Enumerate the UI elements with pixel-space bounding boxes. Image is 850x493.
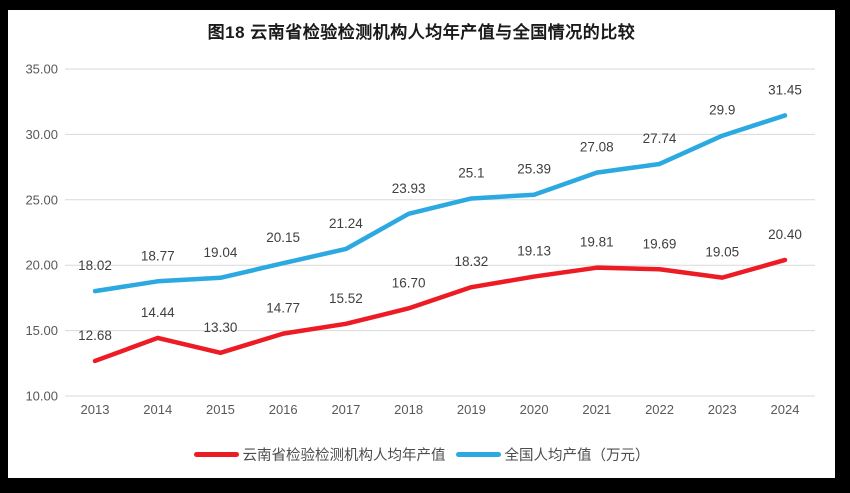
legend-item-yunnan: 云南省检验检测机构人均年产值	[193, 444, 446, 465]
yunnan-series-line	[92, 257, 788, 364]
data-label: 23.93	[392, 181, 426, 196]
data-label: 18.32	[454, 254, 488, 269]
data-label: 19.81	[580, 235, 614, 250]
y-tick-label: 30.00	[25, 127, 58, 142]
x-tick-label: 2013	[81, 402, 110, 417]
y-tick-label: 35.00	[25, 62, 58, 77]
data-label: 20.15	[266, 230, 300, 245]
data-label: 21.24	[329, 216, 363, 231]
data-label: 27.08	[580, 140, 614, 155]
x-tick-label: 2016	[269, 402, 298, 417]
y-tick-label: 10.00	[25, 389, 58, 404]
x-tick-label: 2020	[520, 402, 549, 417]
y-tick-label: 15.00	[25, 323, 58, 338]
data-label: 20.40	[768, 227, 802, 242]
x-tick-label: 2015	[206, 402, 235, 417]
x-tick-label: 2021	[582, 402, 611, 417]
y-tick-label: 25.00	[25, 192, 58, 207]
data-label: 14.77	[266, 301, 300, 316]
y-tick-label: 20.00	[25, 258, 58, 273]
data-label: 19.04	[204, 245, 238, 260]
data-label: 18.77	[141, 248, 175, 263]
data-label: 18.02	[78, 258, 112, 273]
legend-label-yunnan: 云南省检验检测机构人均年产值	[242, 448, 446, 464]
data-label: 19.05	[705, 245, 739, 260]
x-tick-label: 2023	[708, 402, 737, 417]
data-label: 31.45	[768, 82, 802, 97]
data-label: 13.30	[204, 320, 238, 335]
data-label: 25.39	[517, 162, 551, 177]
legend: 云南省检验检测机构人均年产值 全国人均产值（万元）	[8, 444, 835, 465]
data-label: 14.44	[141, 305, 175, 320]
x-tick-label: 2018	[394, 402, 423, 417]
national-series-line	[92, 113, 788, 294]
data-label: 29.9	[709, 103, 735, 118]
x-tick-label: 2019	[457, 402, 486, 417]
x-tick-label: 2014	[143, 402, 172, 417]
legend-item-national: 全国人均产值（万元）	[455, 444, 650, 465]
data-label: 15.52	[329, 291, 363, 306]
data-label: 19.69	[643, 236, 677, 251]
chart-canvas	[8, 10, 835, 478]
x-tick-label: 2022	[645, 402, 674, 417]
national-line-swatch	[455, 452, 501, 457]
x-tick-label: 2024	[771, 402, 800, 417]
data-label: 16.70	[392, 275, 426, 290]
data-label: 25.1	[458, 165, 484, 180]
yunnan-line-swatch	[193, 452, 239, 457]
chart-title: 图18 云南省检验检测机构人均年产值与全国情况的比较	[207, 23, 636, 42]
data-label: 12.68	[78, 328, 112, 343]
legend-label-national: 全国人均产值（万元）	[504, 448, 650, 464]
x-tick-label: 2017	[331, 402, 360, 417]
data-label: 27.74	[643, 131, 677, 146]
data-label: 19.13	[517, 244, 551, 259]
